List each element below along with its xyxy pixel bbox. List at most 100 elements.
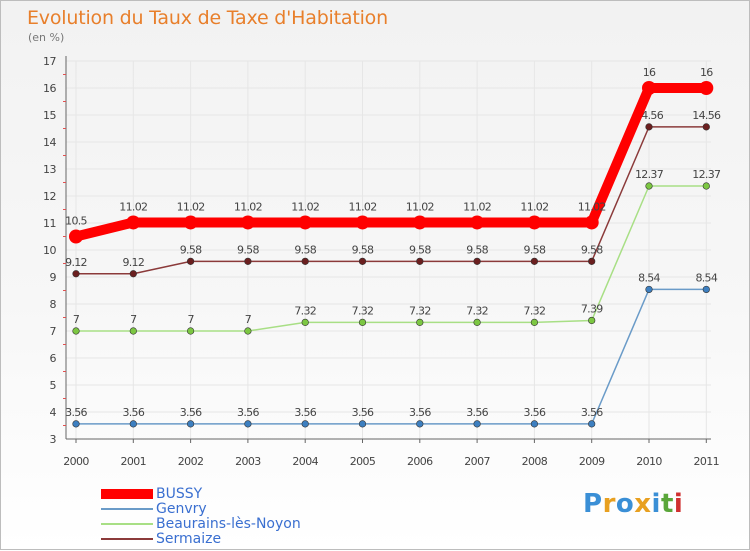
- legend-item-genvry: Genvry: [101, 501, 361, 517]
- data-point-beaurains-l-s-noyon: [588, 316, 596, 325]
- data-label-bussy: 10.5: [65, 215, 87, 228]
- data-point-sermaize: [645, 123, 653, 131]
- y-tick-label: 17: [43, 55, 56, 68]
- x-tick-label: 2004: [292, 455, 318, 468]
- data-point-beaurains-l-s-noyon: [530, 318, 539, 326]
- data-point-beaurains-l-s-noyon: [301, 318, 309, 326]
- data-point-sermaize: [702, 123, 710, 131]
- data-label-beaurains-l-s-noyon: 7.32: [294, 304, 316, 317]
- x-tick-label: 2002: [178, 455, 204, 468]
- logo-letter: o: [615, 489, 635, 519]
- logo-letter: P: [583, 489, 603, 519]
- logo-letter: i: [651, 489, 661, 519]
- data-label-bussy: 16: [643, 66, 656, 79]
- data-point-bussy: [699, 81, 714, 95]
- data-point-beaurains-l-s-noyon: [129, 327, 137, 335]
- data-label-beaurains-l-s-noyon: 7: [245, 313, 252, 326]
- data-label-genvry: 3.56: [180, 406, 202, 419]
- x-tick-label: 2001: [120, 455, 146, 468]
- data-point-beaurains-l-s-noyon: [187, 327, 195, 335]
- data-label-genvry: 3.56: [122, 406, 144, 419]
- data-label-genvry: 3.56: [65, 406, 87, 419]
- data-point-genvry: [473, 420, 481, 428]
- data-point-bussy: [298, 215, 313, 230]
- y-tick-label: 13: [43, 163, 56, 176]
- data-point-beaurains-l-s-noyon: [358, 318, 367, 326]
- data-point-sermaize: [187, 257, 195, 265]
- data-point-sermaize: [416, 257, 424, 265]
- data-point-genvry: [530, 420, 539, 428]
- y-tick-label: 5: [50, 379, 57, 392]
- legend-swatch-genvry: [101, 508, 153, 510]
- data-point-sermaize: [358, 257, 367, 265]
- chart-title: Evolution du Taux de Taxe d'Habitation: [27, 7, 388, 29]
- data-label-bussy: 11.02: [119, 200, 147, 213]
- data-point-bussy: [355, 215, 370, 230]
- data-label-beaurains-l-s-noyon: 7.32: [409, 304, 431, 317]
- y-tick-label: 6: [50, 352, 57, 365]
- data-label-bussy: 11.02: [349, 200, 377, 213]
- data-label-bussy: 11.02: [177, 200, 205, 213]
- series-line-bussy: [71, 83, 712, 242]
- data-label-sermaize: 9.58: [294, 243, 316, 256]
- data-label-bussy: 11.02: [406, 200, 434, 213]
- data-point-bussy: [69, 229, 83, 244]
- chart-unit-label: (en %): [28, 31, 65, 44]
- y-tick-label: 4: [50, 406, 57, 419]
- data-label-genvry: 3.56: [466, 406, 488, 419]
- data-label-beaurains-l-s-noyon: 7.32: [466, 304, 488, 317]
- data-label-bussy: 11.02: [234, 200, 262, 213]
- data-point-sermaize: [129, 270, 137, 278]
- legend-swatch-beaurains-l-s-noyon: [101, 523, 153, 525]
- y-tick-label: 8: [50, 298, 57, 311]
- legend-label-genvry: Genvry: [156, 501, 207, 517]
- x-tick-label: 2008: [522, 455, 548, 468]
- data-label-sermaize: 9.58: [466, 243, 488, 256]
- data-label-sermaize: 9.58: [237, 243, 259, 256]
- series-line-genvry: [75, 288, 708, 425]
- x-tick-label: 2007: [464, 455, 490, 468]
- x-tick-label: 2010: [636, 455, 662, 468]
- data-label-bussy: 11.02: [520, 200, 548, 213]
- data-label-beaurains-l-s-noyon: 7.39: [581, 302, 603, 315]
- chart-legend: BUSSY Genvry Beaurains-lès-Noyon Sermaize: [101, 486, 361, 547]
- data-label-beaurains-l-s-noyon: 7: [130, 313, 137, 326]
- legend-item-bussy: BUSSY: [101, 486, 361, 502]
- x-tick-label: 2006: [407, 455, 433, 468]
- series-line-sermaize: [75, 126, 708, 275]
- legend-item-beaurains-l-s-noyon: Beaurains-lès-Noyon: [101, 516, 361, 532]
- data-label-beaurains-l-s-noyon: 7: [73, 313, 80, 326]
- data-label-bussy: 11.02: [463, 200, 491, 213]
- legend-swatch-bussy: [101, 489, 153, 499]
- logo-letter: i: [673, 489, 684, 519]
- data-label-genvry: 3.56: [237, 406, 259, 419]
- data-point-genvry: [702, 285, 710, 294]
- logo-letter: t: [660, 489, 674, 519]
- x-tick-label: 2005: [350, 455, 376, 468]
- data-point-genvry: [358, 420, 367, 428]
- data-point-genvry: [416, 420, 424, 428]
- data-point-genvry: [588, 420, 596, 428]
- data-label-sermaize: 9.58: [581, 243, 603, 256]
- legend-label-bussy: BUSSY: [156, 486, 203, 502]
- y-tick-label: 10: [43, 244, 56, 257]
- data-point-beaurains-l-s-noyon: [244, 327, 252, 335]
- y-tick-label: 15: [43, 109, 56, 122]
- y-tick-label: 12: [43, 190, 56, 203]
- data-label-beaurains-l-s-noyon: 7.32: [352, 304, 374, 317]
- data-point-beaurains-l-s-noyon: [72, 327, 80, 335]
- data-point-beaurains-l-s-noyon: [645, 182, 653, 190]
- data-label-bussy: 11.02: [291, 200, 319, 213]
- data-label-sermaize: 9.58: [352, 243, 374, 256]
- data-point-sermaize: [301, 257, 309, 265]
- legend-item-sermaize: Sermaize: [101, 531, 361, 547]
- data-label-sermaize: 9.58: [409, 243, 431, 256]
- data-label-genvry: 3.56: [409, 406, 431, 419]
- data-point-sermaize: [72, 270, 80, 278]
- legend-label-beaurains-l-s-noyon: Beaurains-lès-Noyon: [156, 516, 301, 532]
- data-point-beaurains-l-s-noyon: [416, 318, 424, 326]
- y-tick-label: 7: [50, 325, 57, 338]
- data-label-genvry: 3.56: [524, 406, 546, 419]
- data-label-bussy: 11.02: [578, 200, 606, 213]
